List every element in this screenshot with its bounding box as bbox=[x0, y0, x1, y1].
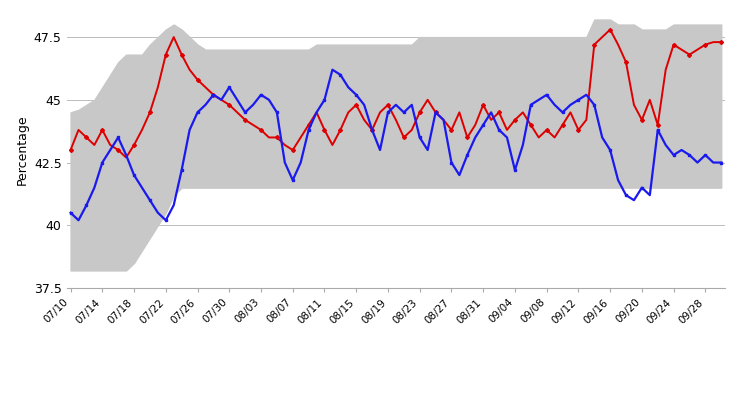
Y-axis label: Percentage: Percentage bbox=[16, 115, 28, 185]
